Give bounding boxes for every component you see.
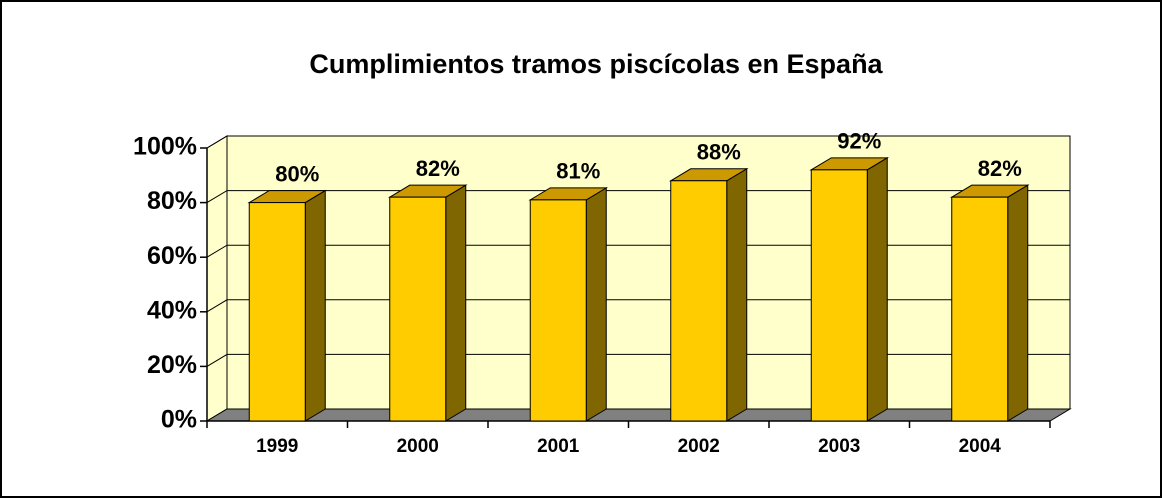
bar-side <box>304 189 326 422</box>
x-tick-label: 1999 <box>256 436 298 457</box>
bar-side <box>585 186 607 422</box>
bar <box>389 196 447 422</box>
bar-side <box>1007 184 1029 422</box>
bar-side <box>726 167 748 422</box>
y-tick-label: 40% <box>147 296 197 324</box>
data-label: 81% <box>556 159 600 184</box>
chart-title: Cumplimientos tramos piscícolas en Españ… <box>309 49 883 79</box>
floor <box>205 408 1072 422</box>
bar-side <box>866 156 888 422</box>
x-tick-label: 2002 <box>678 436 720 457</box>
y-tick-label: 80% <box>147 187 197 215</box>
grid-line <box>206 190 1070 204</box>
data-label: 88% <box>697 140 741 165</box>
grid-line <box>206 299 1070 313</box>
side-wall <box>206 135 228 422</box>
bar <box>529 199 587 422</box>
x-tick-label: 2001 <box>537 436 580 457</box>
data-label: 82% <box>978 156 1022 181</box>
data-label: 82% <box>416 156 460 181</box>
back-wall <box>226 135 1071 410</box>
grid-line <box>206 353 1070 367</box>
y-tick-label: 100% <box>133 133 197 161</box>
bar <box>810 169 868 422</box>
y-tick-label: 60% <box>147 242 197 270</box>
x-tick-label: 2004 <box>959 436 1002 457</box>
bar-side <box>445 184 467 422</box>
x-tick-label: 2000 <box>397 436 439 457</box>
y-tick-label: 0% <box>161 406 197 434</box>
grid-line <box>206 244 1070 258</box>
bar <box>248 202 306 422</box>
x-tick-label: 2003 <box>818 436 860 457</box>
grid-line <box>206 135 1070 149</box>
y-tick-label: 20% <box>147 351 197 379</box>
data-label: 80% <box>275 161 319 186</box>
data-label: 92% <box>837 129 881 154</box>
bar <box>670 180 728 422</box>
bar <box>951 196 1009 422</box>
